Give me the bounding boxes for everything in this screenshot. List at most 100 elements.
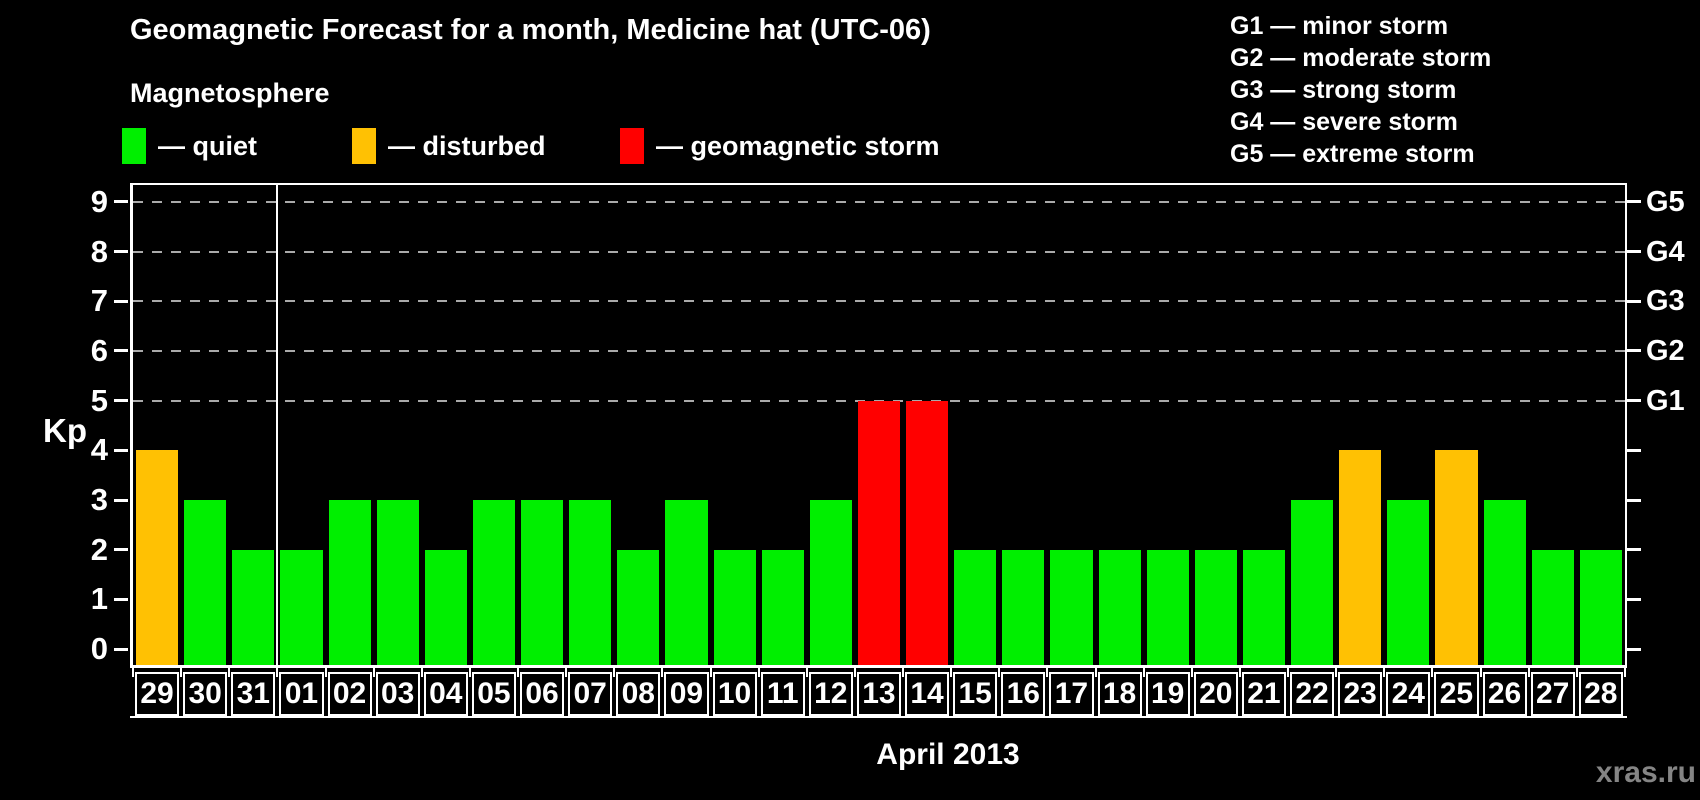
date-cell-12: 12	[808, 672, 853, 716]
date-cell-31: 31	[231, 672, 276, 716]
kp-bar-10	[713, 549, 756, 665]
kp-bar-15	[954, 549, 997, 665]
g-scale-label-G1: G1	[1646, 384, 1685, 417]
y-tick-5	[114, 399, 128, 403]
x-tick-6	[420, 668, 423, 677]
right-tick-0	[1627, 647, 1641, 651]
storm-scale-line-1: G1 — minor storm	[1230, 12, 1449, 40]
x-tick-24	[1287, 668, 1290, 677]
plot-area	[130, 183, 1627, 668]
gridline-kp-5	[133, 399, 1625, 402]
kp-bar-02	[328, 500, 371, 665]
x-tick-23	[1238, 668, 1241, 677]
date-cell-03: 03	[375, 672, 420, 716]
date-cell-16: 16	[1001, 672, 1046, 716]
kp-bar-08	[617, 549, 660, 665]
date-cell-04: 04	[423, 672, 468, 716]
plot-inner	[133, 185, 1625, 665]
x-tick-28	[1479, 668, 1482, 677]
y-tick-label-7: 7	[90, 283, 108, 319]
kp-bar-14	[906, 400, 949, 665]
bar-slot-26	[1481, 185, 1529, 665]
date-axis-baseline	[130, 716, 1627, 718]
x-tick-27	[1431, 668, 1434, 677]
x-tick-15	[853, 668, 856, 677]
y-axis-title: Kp	[43, 412, 87, 450]
x-tick-5	[372, 668, 375, 677]
kp-bar-30	[184, 500, 227, 665]
legend-label: — disturbed	[388, 130, 546, 161]
date-cell-24: 24	[1386, 672, 1431, 716]
kp-bar-24	[1387, 500, 1430, 665]
bar-slot-22	[1288, 185, 1336, 665]
date-cell-25: 25	[1434, 672, 1479, 716]
legend-swatch-geomagnetic-storm-icon	[620, 128, 644, 164]
x-tick-8	[517, 668, 520, 677]
bar-slot-11	[759, 185, 807, 665]
bar-slot-03	[374, 185, 422, 665]
x-tick-0	[132, 668, 134, 677]
bar-slot-17	[1047, 185, 1095, 665]
storm-scale-line-5: G5 — extreme storm	[1230, 140, 1475, 168]
bar-slot-13	[855, 185, 903, 665]
x-axis-title: April 2013	[876, 738, 1020, 771]
date-cell-02: 02	[327, 672, 372, 716]
x-tick-13	[757, 668, 760, 677]
date-cell-06: 06	[520, 672, 565, 716]
bar-slot-12	[807, 185, 855, 665]
storm-scale-legend: G1 — minor storm G2 — moderate storm G3 — …	[1230, 10, 1491, 170]
bar-slot-07	[566, 185, 614, 665]
x-tick-29	[1527, 668, 1530, 677]
bar-slot-06	[518, 185, 566, 665]
right-tick-3	[1627, 498, 1641, 502]
kp-bar-07	[569, 500, 612, 665]
bar-slot-27	[1529, 185, 1577, 665]
date-cell-07: 07	[568, 672, 613, 716]
x-tick-20	[1094, 668, 1097, 677]
y-tick-label-4: 4	[90, 432, 108, 468]
bar-slot-29	[133, 185, 181, 665]
y-tick-3	[114, 498, 128, 502]
watermark: xras.ru	[1595, 756, 1696, 789]
y-tick-1	[114, 597, 128, 601]
kp-bar-19	[1146, 549, 1189, 665]
right-tick-7	[1627, 299, 1641, 303]
kp-bar-12	[809, 500, 852, 665]
bar-series	[133, 185, 1625, 665]
kp-bar-03	[376, 500, 419, 665]
x-tick-19	[1046, 668, 1049, 677]
date-cell-20: 20	[1193, 672, 1238, 716]
bar-slot-01	[277, 185, 325, 665]
y-tick-label-2: 2	[90, 531, 108, 567]
legend-swatch-quiet-icon	[122, 128, 146, 164]
gridline-kp-7	[133, 300, 1625, 303]
date-cell-18: 18	[1097, 672, 1142, 716]
right-tick-4	[1627, 448, 1641, 452]
bar-slot-10	[711, 185, 759, 665]
kp-bar-26	[1483, 500, 1526, 665]
y-tick-2	[114, 548, 128, 552]
x-tick-12	[709, 668, 712, 677]
y-tick-label-6: 6	[90, 332, 108, 368]
date-cell-01: 01	[279, 672, 324, 716]
right-tick-2	[1627, 548, 1641, 552]
right-tick-6	[1627, 349, 1641, 353]
month-separator-line	[276, 185, 279, 665]
date-cell-26: 26	[1482, 672, 1527, 716]
date-cell-30: 30	[183, 672, 228, 716]
bar-slot-09	[662, 185, 710, 665]
x-tick-11	[661, 668, 664, 677]
x-tick-30	[1575, 668, 1578, 677]
bar-slot-19	[1144, 185, 1192, 665]
kp-bar-13	[857, 400, 900, 665]
kp-bar-25	[1435, 450, 1478, 665]
bar-slot-21	[1240, 185, 1288, 665]
date-cell-22: 22	[1290, 672, 1335, 716]
y-tick-label-5: 5	[90, 382, 108, 418]
kp-bar-27	[1531, 549, 1574, 665]
legend-item-disturbed: — disturbed	[352, 126, 546, 166]
x-tick-7	[468, 668, 471, 677]
kp-bar-18	[1098, 549, 1141, 665]
storm-scale-line-3: G3 — strong storm	[1230, 76, 1457, 104]
